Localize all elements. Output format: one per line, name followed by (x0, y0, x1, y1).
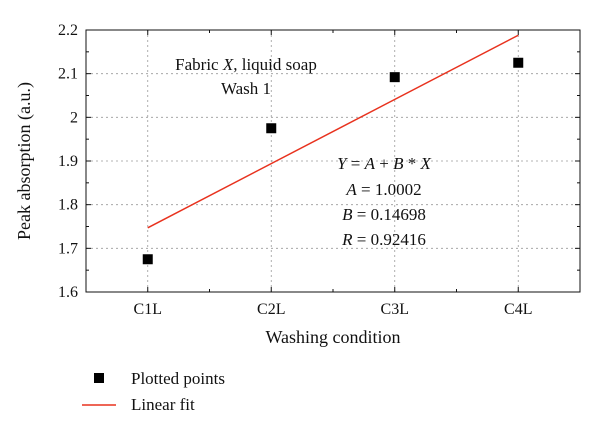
x-tick-label: C4L (504, 301, 532, 318)
data-point-C4L (513, 57, 524, 68)
legend-label-linear-fit: Linear fit (131, 395, 195, 414)
annotation-param-b: B = 0.14698 (342, 205, 426, 224)
grid-lines (86, 30, 580, 292)
data-point-C3L (389, 72, 400, 83)
annotation-param-r: R = 0.92416 (341, 230, 426, 249)
x-tick-label: C1L (134, 301, 162, 318)
y-axis-label: Peak absorption (a.u.) (14, 82, 35, 240)
y-tick-label: 2.2 (58, 22, 78, 39)
annotation-param-a: A = 1.0002 (345, 180, 421, 199)
data-point-C2L (266, 123, 277, 134)
y-tick-label: 2.1 (58, 66, 78, 83)
data-point-C1L (142, 254, 153, 265)
series-layer (142, 34, 524, 265)
annotation-equation: Y = A + B * X (337, 154, 431, 173)
x-tick-label: C2L (257, 301, 285, 318)
legend-marker-square-icon (94, 373, 104, 383)
y-tick-label: 1.9 (58, 153, 78, 170)
y-tick-label: 1.8 (58, 197, 78, 214)
y-tick-label: 1.6 (58, 284, 78, 301)
y-tick-labels: 1.6 1.7 1.8 1.9 2 2.1 2.2 (58, 22, 78, 301)
y-tick-label: 1.7 (58, 240, 78, 257)
legend-label-plotted-points: Plotted points (131, 369, 225, 388)
x-tick-label: C3L (381, 301, 409, 318)
annotation-wash: Wash 1 (221, 79, 271, 98)
y-tick-label: 2 (70, 109, 78, 126)
axis-ticks (86, 29, 580, 293)
legend: Plotted points Linear fit (82, 369, 225, 414)
annotation-fabric: Fabric X, liquid soap (175, 55, 317, 74)
x-axis-label: Washing condition (265, 327, 400, 347)
linear-fit-line (147, 34, 519, 229)
x-tick-labels: C1L C2L C3L C4L (134, 301, 533, 318)
